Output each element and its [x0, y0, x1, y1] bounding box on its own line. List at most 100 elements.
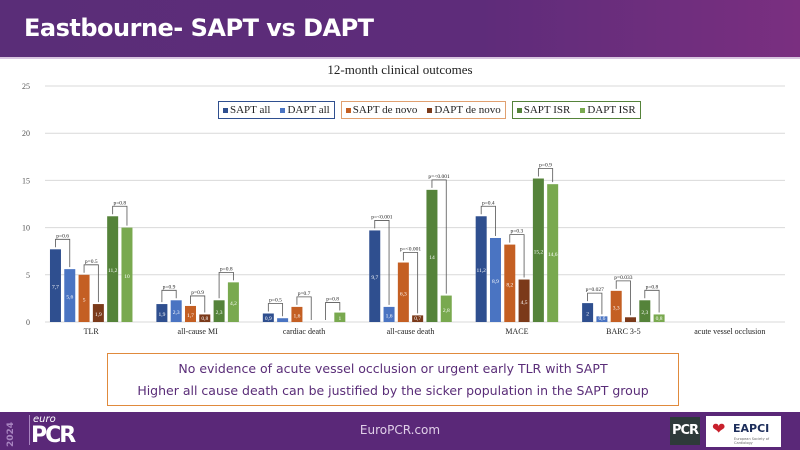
bar-dapt-all: [277, 318, 289, 322]
p-value-bracket: [402, 252, 419, 314]
y-tick-label: 5: [26, 271, 30, 280]
footer-url[interactable]: EuroPCR.com: [359, 423, 441, 437]
bar-dapt-all: [596, 316, 608, 322]
bar-dapt-de-novo: [199, 314, 211, 322]
y-tick-label: 20: [22, 129, 30, 138]
bar-dapt-all: [170, 300, 182, 322]
bar-data-label: 8,9: [492, 279, 499, 285]
bar-data-label: 1,7: [187, 313, 194, 319]
p-value-label: p=0.5: [269, 298, 282, 304]
p-value-label: p=0.8: [220, 266, 233, 272]
bar-data-label: 3,3: [613, 305, 620, 311]
bar-sapt-de-novo: [78, 274, 90, 322]
bar-data-label: 14: [429, 255, 435, 261]
p-value-label: p=<0.001: [371, 214, 393, 220]
p-value-label: p=0.8: [326, 297, 339, 303]
bar-sapt-isr: [532, 178, 544, 322]
eapci-label: EAPCI: [733, 422, 770, 435]
bar-data-label: 9,7: [371, 275, 378, 281]
legend-swatch: [580, 107, 586, 113]
bar-data-label: 1,6: [293, 313, 300, 319]
bar-sapt-all: [49, 249, 61, 322]
p-value-bracket: [112, 205, 128, 226]
heart-icon: ❤: [712, 421, 726, 438]
legend-label: SAPT ISR: [523, 104, 571, 116]
chart-legend: SAPT all DAPT all SAPT de novo DAPT de novo…: [218, 101, 641, 119]
legend-item: DAPT all: [280, 104, 330, 116]
p-value-label: p=0.033: [614, 275, 632, 281]
europcr-logo: PCR: [31, 423, 76, 448]
bar-data-label: 1,9: [158, 312, 165, 318]
bar-sapt-de-novo: [610, 290, 622, 322]
legend-item: SAPT ISR: [516, 104, 571, 116]
p-value-bracket: [374, 220, 390, 305]
bar-dapt-isr: [440, 295, 452, 322]
legend-group: SAPT all DAPT all: [218, 101, 335, 119]
bar-sapt-all: [475, 216, 487, 322]
logo-divider: [29, 415, 30, 445]
bar-data-label: 4,5: [521, 300, 528, 306]
p-value-bracket: [190, 295, 206, 313]
bar-data-label: 8,2: [506, 282, 513, 288]
p-value-bracket: [55, 238, 71, 268]
bar-sapt-all: [262, 313, 274, 322]
bar-dapt-de-novo: [625, 317, 637, 322]
bar-data-label: 5: [83, 297, 86, 303]
p-value-label: p=0.8: [113, 200, 126, 206]
p-value-bracket: [161, 289, 177, 303]
bar-dapt-isr: [121, 227, 133, 322]
p-value-label: p=0.027: [586, 287, 604, 293]
p-value-label: p=0.9: [191, 290, 204, 296]
eapci-logo: ❤ EAPCI European Society of Cardiology: [706, 416, 781, 447]
bar-chart: 0 5 10 15 20 25 7,7 5,6 5 1,9 11,2 10 TLR 1,9 2,3 1,7 0,…: [22, 82, 785, 336]
legend-item: DAPT ISR: [580, 104, 636, 116]
bar-dapt-all: [489, 237, 501, 322]
slide-footer: 2024 euro PCR EuroPCR.com PCR ❤ EAPCI Eu…: [0, 412, 800, 450]
x-tick-label: TLR: [84, 327, 100, 336]
legend-label: SAPT all: [230, 104, 271, 116]
bar-data-label: 5,6: [66, 295, 73, 301]
bar-dapt-de-novo: [412, 315, 424, 322]
p-value-bracket: [267, 303, 284, 317]
p-value-label: p=0.8: [646, 284, 659, 290]
bar-sapt-isr: [213, 300, 225, 322]
p-value-bracket: [431, 179, 447, 294]
p-value-label: p=0.9: [163, 284, 176, 290]
y-tick-label: 25: [22, 82, 30, 91]
legend-group: SAPT ISR DAPT ISR: [511, 101, 641, 119]
p-value-bracket: [325, 302, 341, 320]
p-value-label: p=0.3: [511, 229, 524, 235]
bar-sapt-isr: [107, 216, 119, 322]
p-value-bracket: [480, 205, 496, 236]
takeaway-line-2: Higher all cause death can be justified …: [137, 383, 649, 398]
p-value-label: p=0.9: [539, 163, 552, 169]
x-tick-label: BARC 3-5: [606, 327, 640, 336]
y-tick-label: 10: [22, 224, 30, 233]
p-value-bracket: [509, 234, 525, 278]
bar-data-label: 7,7: [52, 285, 59, 291]
p-value-bracket: [537, 168, 554, 183]
bar-data-label: 2,8: [443, 308, 450, 314]
p-value-bracket: [218, 271, 234, 299]
x-tick-label: all-cause death: [387, 327, 435, 336]
bar-dapt-de-novo: [92, 304, 104, 322]
bar-dapt-isr: [653, 314, 665, 322]
bar-data-label: 2,3: [641, 310, 648, 316]
bar-sapt-de-novo: [184, 305, 196, 322]
takeaway-box: No evidence of acute vessel occlusion or…: [107, 353, 679, 406]
legend-swatch: [516, 107, 522, 113]
p-value-bracket: [644, 289, 660, 313]
legend-label: DAPT all: [287, 104, 330, 116]
bar-sapt-isr: [426, 189, 438, 322]
logo-euro-text: euro: [33, 414, 56, 425]
slide-title: Eastbourne- SAPT vs DAPT: [24, 14, 374, 42]
bar-sapt-de-novo: [291, 306, 303, 322]
legend-swatch: [223, 107, 228, 113]
legend-item: SAPT all: [223, 104, 270, 116]
bar-sapt-all: [369, 230, 381, 322]
x-tick-label: MACE: [505, 327, 528, 336]
legend-group: SAPT de novo DAPT de novo: [340, 101, 506, 119]
p-value-label: p=<0.001: [400, 247, 422, 253]
bar-dapt-all: [64, 269, 76, 322]
eapci-sublabel: European Society of Cardiology: [734, 437, 770, 445]
